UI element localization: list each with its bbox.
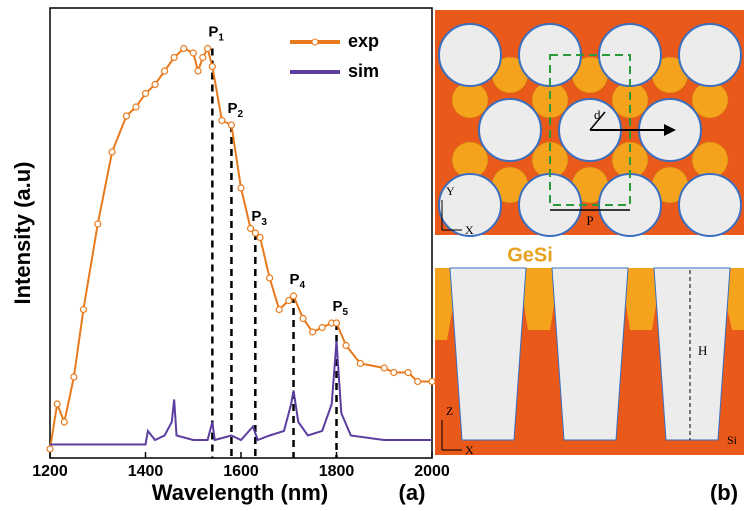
- lattice-diagram: d P Y X: [435, 10, 744, 237]
- data-point: [381, 365, 387, 371]
- data-point: [205, 46, 211, 52]
- data-point: [133, 104, 139, 110]
- x-tick-label: 1200: [32, 463, 68, 480]
- data-point: [200, 55, 206, 61]
- legend-label: exp: [348, 31, 379, 51]
- peak-label-sub: 3: [261, 217, 267, 228]
- data-point: [276, 307, 282, 313]
- peak-label-main: P: [227, 100, 237, 117]
- data-point: [291, 293, 297, 299]
- data-point: [109, 149, 115, 155]
- peak-label-sub: 2: [237, 109, 243, 120]
- data-point: [257, 235, 263, 241]
- data-point: [47, 446, 53, 452]
- data-point: [171, 55, 177, 61]
- data-point: [334, 320, 340, 326]
- data-point: [181, 46, 187, 52]
- axis-label: X: [465, 443, 474, 457]
- data-point: [190, 50, 196, 56]
- data-point: [343, 343, 349, 349]
- panel-label: (b): [710, 480, 738, 505]
- x-tick-label: 2000: [414, 463, 450, 480]
- data-point: [300, 316, 306, 322]
- label: P: [586, 213, 593, 228]
- peak-label-main: P: [333, 298, 343, 315]
- data-point: [319, 325, 325, 331]
- data-point: [209, 64, 215, 70]
- data-point: [310, 329, 316, 335]
- peak-label: P2: [227, 100, 243, 120]
- data-point: [54, 401, 60, 407]
- panel-label: (a): [399, 480, 426, 505]
- x-axis-label: Wavelength (nm): [152, 480, 328, 505]
- axis-label: Y: [446, 184, 455, 198]
- x-tick-label: 1800: [319, 463, 355, 480]
- data-point: [219, 118, 225, 124]
- peak-label-main: P: [290, 271, 300, 288]
- data-point: [415, 379, 421, 385]
- legend-marker: [312, 39, 318, 45]
- material-label: GeSi: [507, 244, 553, 266]
- data-point: [71, 374, 77, 380]
- cross-section-diagram: GeSi H Si Z X: [435, 244, 744, 456]
- data-point: [238, 185, 244, 191]
- figure: Wavelength (nm) Intensity (a.u) (a) (b) …: [0, 0, 744, 511]
- peak-label-sub: 5: [343, 307, 349, 318]
- series-line: [50, 341, 432, 445]
- data-point: [429, 379, 435, 385]
- legend-label: sim: [348, 61, 379, 81]
- peak-label: P5: [333, 298, 349, 318]
- data-point: [123, 113, 129, 119]
- data-point: [357, 361, 363, 367]
- data-point: [143, 91, 149, 97]
- data-point: [267, 275, 273, 281]
- data-point: [228, 122, 234, 128]
- x-tick-label: 1600: [223, 463, 259, 480]
- data-point: [152, 82, 158, 88]
- data-point: [80, 307, 86, 313]
- label: d: [594, 107, 601, 122]
- data-point: [61, 419, 67, 425]
- peak-label: P4: [290, 271, 306, 291]
- peak-label-sub: 4: [300, 280, 306, 291]
- data-point: [195, 68, 201, 74]
- axis-label: X: [465, 223, 474, 237]
- peak-label-main: P: [251, 208, 261, 225]
- data-point: [95, 221, 101, 227]
- x-tick-label: 1400: [128, 463, 164, 480]
- data-point: [405, 370, 411, 376]
- data-point: [391, 370, 397, 376]
- y-axis-label: Intensity (a.u): [10, 161, 35, 304]
- peak-label: P1: [208, 23, 224, 43]
- peak-label: P3: [251, 208, 267, 228]
- axis-label: Z: [446, 404, 453, 418]
- label: Si: [727, 433, 738, 447]
- label: H: [698, 343, 707, 358]
- peak-label-sub: 1: [218, 32, 224, 43]
- data-point: [162, 68, 168, 74]
- peak-label-main: P: [208, 23, 218, 40]
